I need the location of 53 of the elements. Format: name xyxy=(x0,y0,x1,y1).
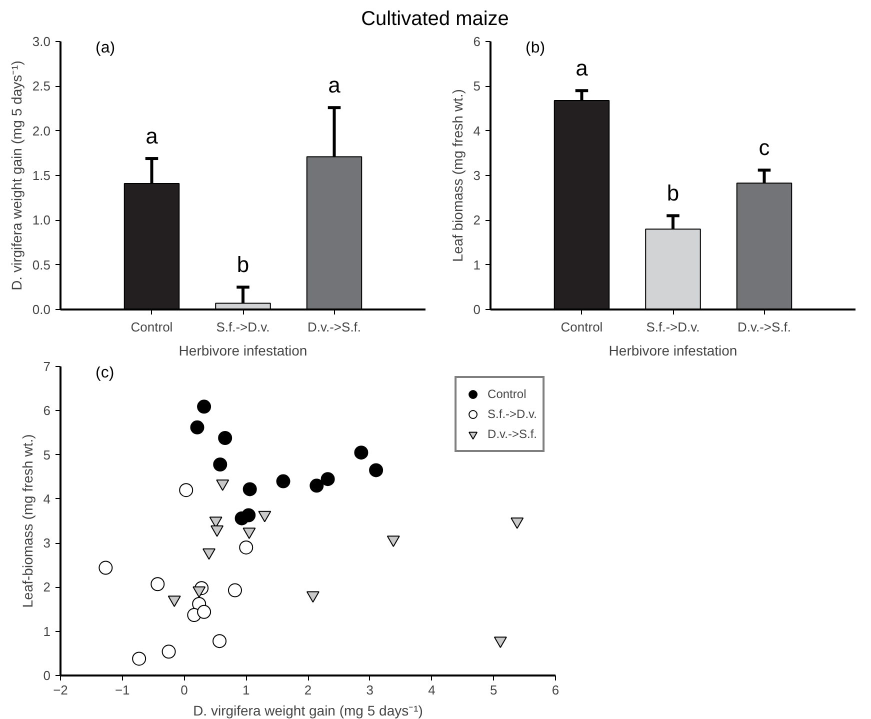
y-tick-label: 1 xyxy=(473,257,481,272)
annotation: a xyxy=(146,124,159,149)
legend-label: S.f.->D.v. xyxy=(488,407,537,421)
annotation: c xyxy=(758,135,770,160)
y-axis-title: D. virgifera weight gain (mg 5 days⁻¹) xyxy=(8,60,24,290)
y-tick-label: 6 xyxy=(43,403,51,418)
x-tick-label: S.f.->D.v. xyxy=(646,320,700,334)
annotation: a xyxy=(328,72,342,98)
y-tick-label: 0.5 xyxy=(32,257,51,272)
chart-title: Cultivated maize xyxy=(361,7,509,32)
y-tick-label: 5 xyxy=(473,78,481,94)
x-tick-label: −2 xyxy=(53,682,68,698)
x-tick-label: 2 xyxy=(304,682,312,698)
y-tick-label: 1 xyxy=(43,624,51,639)
y-tick-label: 2.5 xyxy=(32,78,51,94)
y-tick-label: 1.0 xyxy=(32,212,51,228)
x-tick-label: Control xyxy=(560,320,603,334)
annotation: b xyxy=(236,252,250,278)
y-tick-label: 2 xyxy=(43,580,51,595)
x-tick-label: 0 xyxy=(180,682,188,698)
x-tick-label: S.f.->D.v. xyxy=(216,320,270,334)
x-axis-title: Herbivore infestation xyxy=(178,342,308,358)
x-tick-label: D.v.->S.f. xyxy=(737,320,792,334)
y-axis-title: Leaf biomass (mg fresh wt.) xyxy=(449,89,466,262)
y-tick-label: 7 xyxy=(43,359,51,374)
x-tick-label: 1 xyxy=(242,682,250,698)
x-tick-label: 4 xyxy=(428,682,436,698)
x-tick-label: 3 xyxy=(366,682,374,698)
y-tick-label: 4 xyxy=(473,123,481,138)
annotation: a xyxy=(576,56,589,81)
y-tick-label: 5 xyxy=(43,447,51,462)
annotation: b xyxy=(666,180,680,206)
y-tick-label: 0.0 xyxy=(32,302,51,317)
legend-label: Control xyxy=(488,387,526,401)
y-tick-label: 3.0 xyxy=(32,34,51,49)
x-tick-label: −1 xyxy=(114,682,130,698)
x-axis-title: D. virgifera weight gain (mg 5 days⁻¹) xyxy=(193,702,423,718)
x-tick-label: 5 xyxy=(490,682,498,698)
x-tick-label: 6 xyxy=(552,682,560,698)
y-tick-label: 4 xyxy=(43,491,51,506)
y-tick-label: 0 xyxy=(473,302,481,317)
y-tick-label: 3 xyxy=(473,168,481,183)
y-tick-label: 3 xyxy=(43,536,51,551)
x-tick-label: Control xyxy=(130,320,173,334)
x-axis-title: Herbivore infestation xyxy=(608,342,738,358)
y-tick-label: 6 xyxy=(473,34,481,49)
y-tick-label: 2 xyxy=(473,212,481,228)
y-tick-label: 0 xyxy=(43,668,51,683)
y-axis-title: Leaf-biomass (mg fresh wt.) xyxy=(19,434,36,608)
y-tick-label: 1.5 xyxy=(32,168,51,183)
x-tick-label: D.v.->S.f. xyxy=(307,320,362,334)
y-tick-label: 2.0 xyxy=(32,123,51,138)
legend-label: D.v.->S.f. xyxy=(488,427,537,441)
